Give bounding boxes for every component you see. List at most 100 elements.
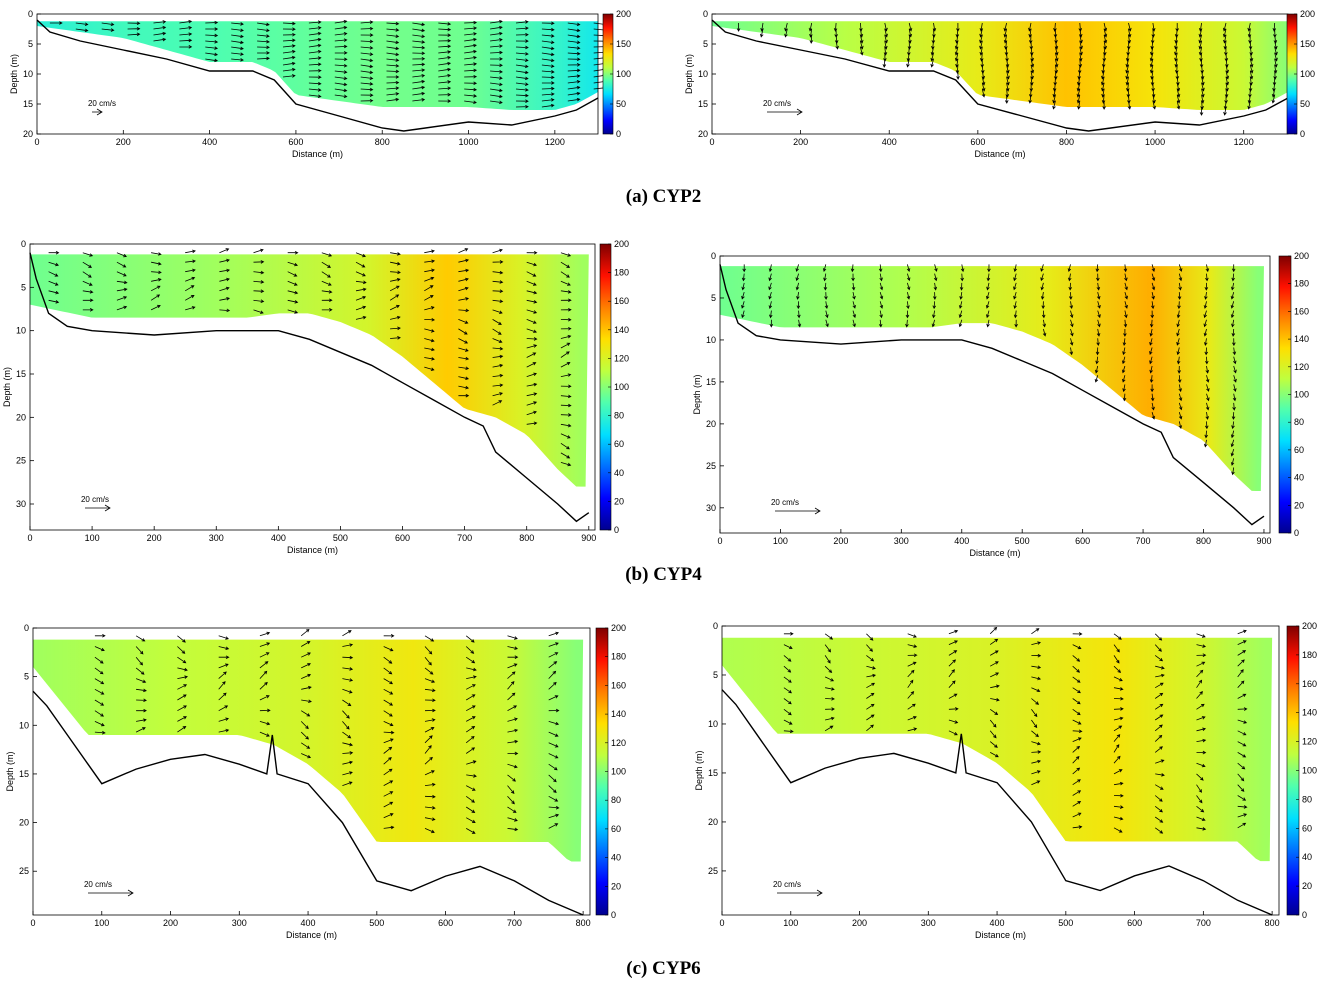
velocity-arrow	[1231, 467, 1235, 476]
velocity-arrow	[334, 76, 348, 81]
velocity-arrow	[560, 261, 571, 268]
velocity-arrow	[1230, 439, 1235, 448]
colorbar-tick-label: 150	[616, 39, 631, 49]
colorbar-tick-label: 100	[1300, 69, 1315, 79]
velocity-arrow	[768, 264, 773, 273]
velocity-arrow	[127, 26, 141, 31]
velocity-arrow	[548, 813, 560, 819]
velocity-arrow	[360, 98, 374, 103]
x-tick-label: 0	[27, 533, 32, 543]
velocity-arrow	[424, 756, 433, 765]
velocity-arrow	[541, 98, 555, 102]
velocity-arrow	[1247, 100, 1251, 110]
velocity-arrow	[515, 76, 529, 81]
velocity-arrow	[438, 33, 452, 37]
velocity-arrow	[342, 643, 354, 647]
x-tick-label: 800	[375, 137, 390, 147]
velocity-arrow	[1231, 328, 1236, 337]
velocity-arrow	[769, 310, 773, 319]
velocity-arrow	[541, 64, 555, 68]
velocity-arrow	[989, 730, 997, 739]
velocity-arrow	[1249, 58, 1254, 68]
velocity-arrow	[824, 725, 834, 732]
velocity-arrow	[438, 61, 452, 66]
velocity-arrow	[1271, 94, 1276, 104]
velocity-arrow	[1124, 282, 1128, 291]
x-tick-label: 800	[1265, 918, 1280, 928]
y-tick-label: 25	[706, 461, 716, 471]
velocity-arrow	[301, 673, 312, 679]
velocity-arrow	[1196, 762, 1206, 768]
velocity-arrow	[1272, 22, 1277, 32]
colorbar-tick-label: 60	[614, 439, 624, 449]
velocity-arrow	[458, 308, 470, 313]
velocity-arrow	[184, 285, 195, 292]
colorbar-tick-label: 100	[611, 767, 626, 777]
velocity-arrow	[824, 633, 834, 640]
velocity-arrow	[490, 63, 503, 68]
x-tick-label: 0	[34, 137, 39, 147]
velocity-arrow	[94, 721, 105, 727]
velocity-arrow	[412, 68, 426, 72]
velocity-arrow	[464, 37, 477, 42]
velocity-arrow	[257, 34, 270, 38]
x-tick-label: 800	[576, 918, 591, 928]
velocity-arrow	[390, 270, 401, 275]
velocity-arrow	[1069, 301, 1074, 309]
velocity-arrow	[257, 28, 270, 33]
velocity-arrow	[1096, 282, 1101, 291]
velocity-arrow	[458, 297, 470, 301]
velocity-arrow	[1097, 319, 1101, 328]
velocity-arrow	[526, 337, 538, 341]
velocity-arrow	[218, 635, 230, 640]
velocity-arrow	[954, 46, 959, 56]
velocity-arrow	[465, 747, 476, 754]
velocity-arrow	[795, 282, 800, 291]
velocity-arrow	[48, 290, 60, 295]
velocity-arrow	[1155, 673, 1165, 678]
velocity-arrow	[1068, 282, 1073, 291]
velocity-arrow	[560, 403, 572, 408]
x-tick-label: 200	[833, 536, 848, 546]
velocity-arrow	[548, 731, 559, 737]
velocity-arrow	[389, 294, 400, 301]
velocity-arrow	[308, 62, 322, 67]
x-tick-label: 200	[116, 137, 131, 147]
velocity-arrow	[94, 710, 105, 717]
velocity-arrow	[866, 633, 874, 641]
velocity-arrow	[1013, 264, 1018, 273]
velocity-arrow	[1068, 292, 1073, 300]
velocity-arrow	[548, 695, 559, 701]
x-tick-label: 900	[1256, 536, 1271, 546]
velocity-arrow	[507, 796, 515, 805]
velocity-arrow	[1232, 393, 1237, 402]
velocity-arrow	[465, 726, 476, 733]
velocity-arrow	[884, 28, 888, 38]
velocity-arrow	[205, 27, 219, 31]
velocity-arrow	[308, 49, 322, 54]
velocity-arrow	[218, 692, 227, 701]
velocity-arrow	[1113, 744, 1120, 753]
velocity-arrow	[768, 301, 773, 310]
velocity-arrow	[1203, 328, 1208, 337]
x-tick-label: 800	[519, 533, 534, 543]
velocity-arrow	[824, 665, 833, 673]
velocity-arrow	[1154, 724, 1163, 732]
velocity-arrow	[515, 70, 529, 75]
velocity-arrow	[1040, 273, 1044, 282]
velocity-arrow	[82, 308, 94, 312]
velocity-arrow	[334, 44, 348, 49]
y-tick-label: 15	[19, 769, 29, 779]
velocity-arrow	[541, 86, 555, 91]
velocity-arrow	[308, 43, 322, 48]
velocity-arrow	[412, 85, 426, 90]
colorbar-tick-label: 40	[614, 468, 624, 478]
velocity-arrow	[257, 39, 270, 44]
velocity-arrow	[1006, 76, 1010, 86]
velocity-arrow	[907, 716, 917, 721]
velocity-arrow	[986, 310, 990, 319]
velocity-arrow	[464, 56, 477, 60]
velocity-arrow	[958, 310, 963, 319]
velocity-arrow	[948, 693, 958, 699]
velocity-arrow	[507, 763, 518, 769]
